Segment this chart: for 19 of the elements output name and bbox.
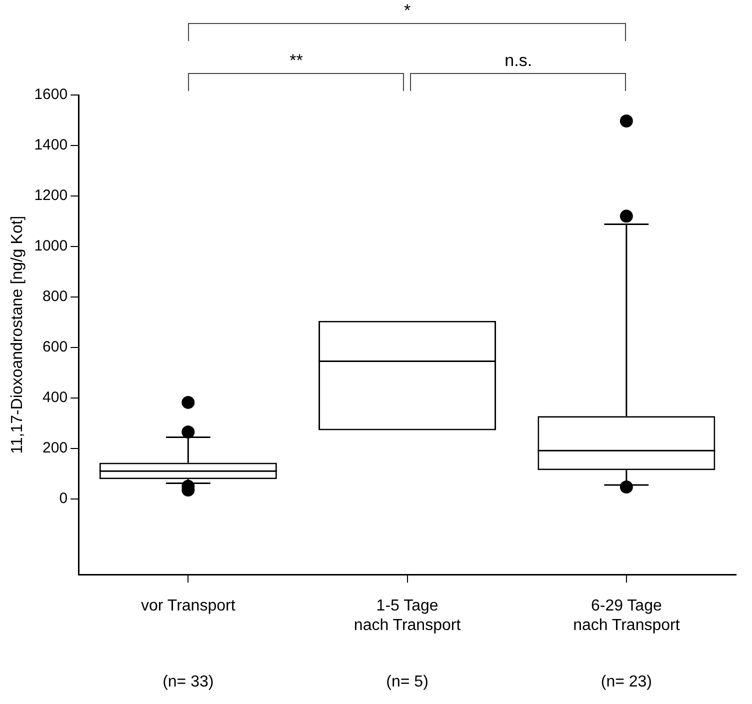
y-tick-label: 1200 xyxy=(34,187,68,204)
y-tick-label: 0 xyxy=(59,490,68,508)
text: (n= 33) xyxy=(162,673,214,690)
y-axis-title: 11,17-Dioxoandrostane [ng/g Kot] xyxy=(9,216,26,454)
y-tick-label: 600 xyxy=(42,338,68,356)
text: (n= 23) xyxy=(600,673,652,690)
y-tick-label: 400 xyxy=(42,389,68,406)
x-tick-label: vor Transport xyxy=(141,598,236,615)
y-tick-label: 200 xyxy=(42,440,68,457)
x-tick-label: 6-29 Tage nach Transport xyxy=(573,598,680,634)
text: n.s. xyxy=(504,51,532,71)
y-tick-label: 800 xyxy=(42,288,68,306)
y-tick-label: 1600 xyxy=(34,86,68,104)
text: * xyxy=(404,1,411,21)
text: ** xyxy=(290,51,303,71)
y-tick-label: 1000 xyxy=(34,238,68,255)
y-tick-label: 1400 xyxy=(34,136,68,154)
x-tick-label: 1-5 Tage nach Transport xyxy=(354,598,462,634)
text: (n= 5) xyxy=(386,673,428,690)
